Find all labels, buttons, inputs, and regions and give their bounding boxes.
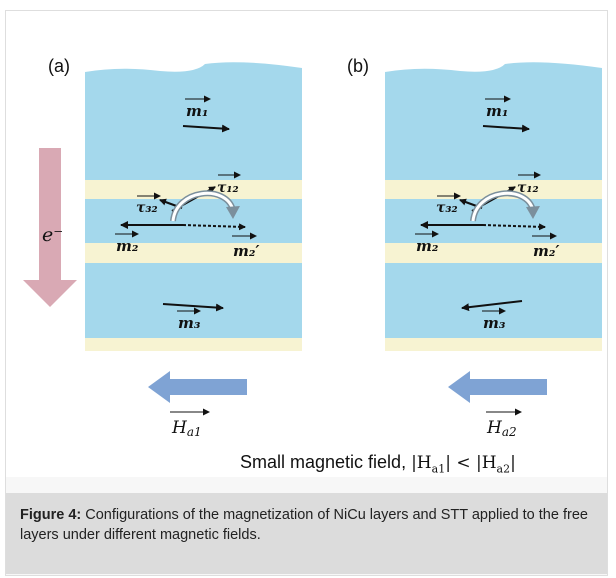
panel-b-layer-m1: [385, 62, 602, 180]
panel-a-label: (a): [48, 56, 70, 76]
caption-text: Configurations of the magnetization of N…: [20, 507, 588, 543]
panel-b-layer-m3: [385, 263, 602, 338]
panel-a-m2-prime-arrow: [182, 223, 246, 231]
panel-a-m2-label: m₂: [116, 237, 139, 255]
panel-a-field-label: Ha1: [171, 418, 202, 439]
panel-a-field-arrow: [148, 371, 247, 403]
panel-b-spacer-3: [385, 338, 602, 351]
panel-b-label: (b): [347, 56, 369, 76]
panel-a-spacer-3: [85, 338, 302, 351]
panel-b-m2-prime-label: m₂′: [533, 242, 559, 260]
panel-b-m3-arrow: [461, 300, 523, 312]
field-comparison-math: |Ha1| < |Ha2|: [411, 453, 516, 476]
panel-b-m2-label: m₂: [416, 237, 439, 255]
electron-flow-arrow: [23, 148, 77, 307]
panel-b-m3-label: m₃: [483, 314, 506, 332]
panel-b-spacer-2: [385, 243, 602, 263]
panel-b-tau12-label: τ₁₂: [517, 180, 539, 196]
panel-b-tau32-label: τ₃₂: [436, 200, 458, 216]
panel-a-tau32-label: τ₃₂: [136, 200, 158, 216]
field-comparison-prefix: Small magnetic field,: [240, 452, 412, 472]
panel-b-spacer-1: [385, 180, 602, 199]
figure-caption: Figure 4: Configurations of the magnetiz…: [6, 493, 607, 574]
panel-b-m1-arrow: [482, 124, 530, 133]
panel-b-rotation-arrow-inner: [471, 191, 535, 222]
electron-label: e⁻: [42, 224, 63, 246]
panel-a-spacer-1: [85, 180, 302, 199]
panel-b-stack: [385, 62, 602, 351]
panel-a-field-symbol: H: [171, 418, 188, 438]
panel-a-m1-label: m₁: [186, 102, 208, 120]
panel-a-layer-m1: [85, 62, 302, 180]
panel-a-spacer-2: [85, 243, 302, 263]
panel-a-m1-arrow: [182, 124, 230, 133]
panel-a-m3-arrow: [162, 303, 224, 312]
panel-a-m2-prime-label: m₂′: [233, 242, 259, 260]
panel-b-field-arrow: [448, 371, 547, 403]
field-comparison-text: Small magnetic field, |Ha1| < |Ha2|: [240, 452, 516, 475]
panel-a-field-subscript: a1: [187, 425, 202, 439]
panel-b-field-subscript: a2: [502, 425, 517, 439]
panel-a-rotation-arrow-inner: [171, 191, 235, 222]
caption-prefix: Figure 4:: [20, 507, 82, 523]
panel-a-m3-label: m₃: [178, 314, 201, 332]
panel-b-field-symbol: H: [486, 418, 503, 438]
panel-a-layer-m3: [85, 263, 302, 338]
panel-b-rotation-arrowhead: [526, 206, 540, 219]
panel-b-field-label: Ha2: [486, 418, 517, 439]
panel-b-m2-prime-arrow: [482, 223, 546, 231]
panel-b-m1-label: m₁: [486, 102, 508, 120]
panel-a-rotation-arrowhead: [226, 206, 240, 219]
panel-a-tau12-label: τ₁₂: [217, 180, 239, 196]
